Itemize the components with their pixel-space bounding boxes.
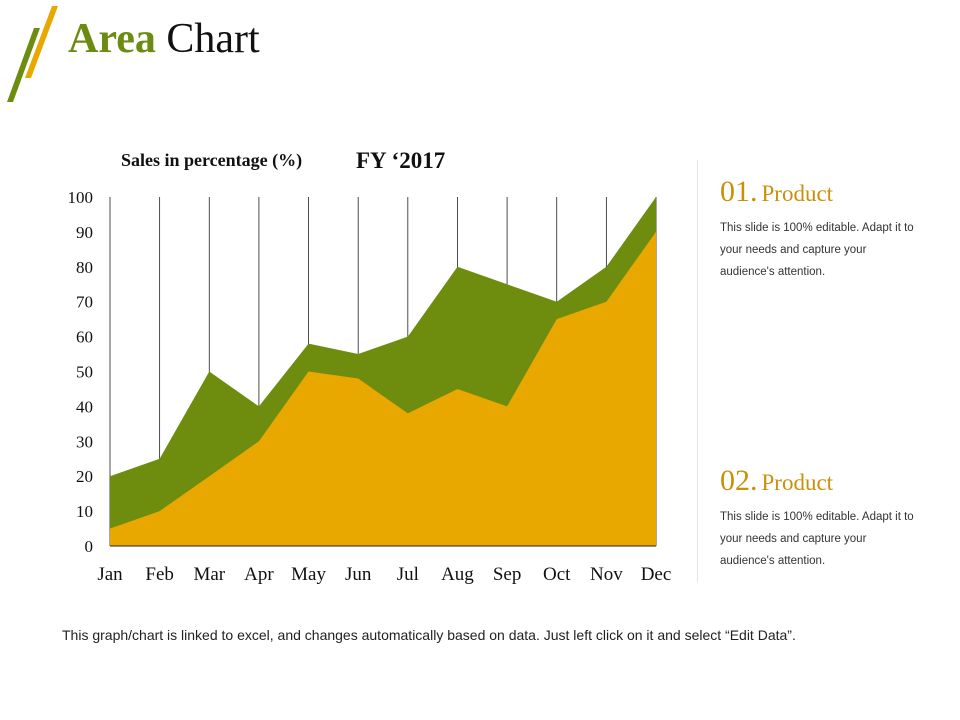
product-number: 01.: [720, 175, 758, 208]
x-axis-ticks: Jan Feb Mar Apr May Jun Jul Aug Sep Oct Nov Dec: [97, 564, 671, 585]
x-tick-label-apr: Apr: [244, 564, 274, 585]
y-tick-label: 10: [76, 502, 93, 521]
x-tick-label-feb: Feb: [145, 564, 174, 585]
y-tick-label: 80: [76, 258, 93, 277]
y-tick-label: 70: [76, 293, 93, 312]
chart-subtitle: FY ‘2017: [356, 148, 445, 173]
y-tick-label: 0: [85, 537, 94, 556]
y-tick-label: 90: [76, 223, 93, 242]
y-axis-ticks: 0 10 20 30 40 50 60 70 80 90 100: [68, 188, 94, 556]
y-tick-label: 20: [76, 467, 93, 486]
logo-slash-gold: [25, 6, 58, 78]
product-description-line: audience's attention.: [720, 266, 826, 278]
x-tick-label-jul: Jul: [397, 564, 419, 585]
y-tick-label: 100: [68, 188, 94, 207]
x-tick-label-may: May: [291, 564, 326, 585]
footnote: This graph/chart is linked to excel, and…: [62, 627, 796, 643]
product-heading: 02. Product: [720, 466, 945, 496]
product-description: This slide is 100% editable. Adapt it to…: [720, 506, 935, 572]
x-tick-label-aug: Aug: [441, 564, 474, 585]
product-description-line: your needs and capture your: [720, 244, 867, 256]
product-description-line: This slide is 100% editable. Adapt it to: [720, 222, 914, 234]
y-tick-label: 50: [76, 363, 93, 382]
product-description-line: your needs and capture your: [720, 533, 867, 545]
product-description-line: audience's attention.: [720, 555, 826, 567]
product-description: This slide is 100% editable. Adapt it to…: [720, 217, 935, 283]
x-tick-label-oct: Oct: [543, 564, 571, 585]
product-name: Product: [761, 181, 834, 206]
x-tick-label-mar: Mar: [193, 564, 225, 585]
product-description-line: This slide is 100% editable. Adapt it to: [720, 511, 914, 523]
product-block-2: 02. Product This slide is 100% editable.…: [720, 466, 945, 572]
x-tick-label-sep: Sep: [493, 564, 522, 585]
product-heading: 01. Product: [720, 177, 945, 207]
product-block-1: 01. Product This slide is 100% editable.…: [720, 177, 945, 283]
logo-slash-icon: [7, 6, 58, 102]
x-tick-label-jan: Jan: [97, 564, 123, 585]
logo-slash-green: [7, 28, 40, 102]
chart-areas: [110, 197, 656, 546]
product-number: 02.: [720, 464, 758, 497]
page-title-rest: Chart: [155, 16, 260, 62]
x-tick-label-dec: Dec: [641, 564, 672, 585]
page-title: Area Chart: [68, 18, 260, 60]
page-title-accent: Area: [68, 16, 156, 62]
y-tick-label: 40: [76, 397, 93, 416]
chart-title: Sales in percentage (%): [121, 150, 302, 171]
x-tick-label-jun: Jun: [345, 564, 372, 585]
y-tick-label: 30: [76, 432, 93, 451]
y-tick-label: 60: [76, 328, 93, 347]
area-series-2: [110, 231, 656, 546]
product-name: Product: [761, 470, 834, 495]
section-divider: [697, 160, 698, 582]
x-tick-label-nov: Nov: [590, 564, 623, 585]
